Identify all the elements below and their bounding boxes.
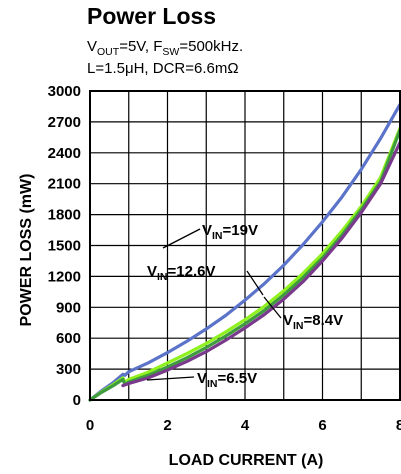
leader-line-19v: [162, 228, 201, 249]
tick-labels: 0 2 4 6 8 0 300 600 900 1200 1500 1800 2100 2400 2700 3…: [48, 83, 401, 434]
y-tick-label: 300: [56, 361, 81, 378]
x-tick-label: 0: [86, 417, 94, 434]
chart-title: Power Loss: [87, 3, 216, 29]
annotation-vin-8-4v-val: =8.4V: [304, 312, 344, 329]
subtitle-mid: =5V, F: [119, 38, 162, 55]
annotation-vin-12-6v-val: =12.6V: [168, 263, 216, 280]
series-group: [88, 102, 401, 402]
leader-line-8-4v: [263, 296, 282, 319]
chart-subtitle-line1: VOUT=5V, FSW=500kHz.: [87, 38, 243, 58]
x-tick-label: 4: [241, 417, 250, 434]
y-tick-label: 3000: [48, 83, 81, 100]
annotations: VIN=19V VIN=12.6V VIN=8.4V VIN=6.5V: [146, 222, 343, 390]
subtitle-fsw-sub: SW: [162, 46, 179, 58]
plot-frame: [89, 90, 401, 401]
y-tick-label: 900: [56, 299, 81, 316]
x-axis-label: LOAD CURRENT (A): [169, 452, 324, 469]
x-tick-label: 6: [318, 417, 326, 434]
annotation-vin-19v: VIN=19V: [202, 222, 258, 242]
annotation-vin-6-5v-sub: IN: [207, 378, 218, 390]
y-axis-label: POWER LOSS (mW): [18, 174, 35, 327]
y-tick-label: 2700: [48, 114, 81, 131]
y-tick-label: 2400: [48, 145, 81, 162]
leader-line-6-5v: [146, 376, 195, 381]
x-tick-label: 8: [396, 417, 401, 434]
x-tick-label: 2: [163, 417, 171, 434]
annotation-vin-6-5v: VIN=6.5V: [197, 370, 257, 390]
grid: [90, 91, 400, 400]
y-tick-label: 0: [73, 392, 81, 409]
annotation-vin-8-4v: VIN=8.4V: [283, 312, 343, 332]
annotation-vin-19v-val: =19V: [223, 222, 258, 239]
annotation-vin-12-6v-v: V: [147, 263, 157, 280]
annotation-vin-8-4v-v: V: [283, 312, 293, 329]
chart-subtitle-line2: L=1.5μH, DCR=6.6mΩ: [87, 60, 239, 77]
y-tick-label: 1200: [48, 268, 81, 285]
subtitle-end: =500kHz.: [179, 38, 243, 55]
annotation-vin-6-5v-v: V: [197, 370, 207, 387]
subtitle-vout-sub: OUT: [97, 46, 120, 58]
series-line-3: [121, 140, 401, 388]
y-tick-label: 1500: [48, 238, 81, 255]
annotation-vin-8-4v-sub: IN: [293, 320, 304, 332]
y-tick-label: 2100: [48, 176, 81, 193]
annotation-vin-12-6v-sub: IN: [157, 271, 168, 283]
annotation-vin-6-5v-val: =6.5V: [218, 370, 258, 387]
leader-line-12-6v: [246, 270, 264, 296]
annotation-vin-12-6v: VIN=12.6V: [147, 263, 215, 283]
series-line-2: [88, 128, 401, 402]
series-line-0: [88, 102, 401, 402]
annotation-vin-19v-v: V: [202, 222, 212, 239]
plot-border: [89, 90, 401, 401]
y-tick-label: 1800: [48, 207, 81, 224]
y-tick-label: 600: [56, 330, 81, 347]
subtitle-vout-v: V: [87, 38, 97, 55]
annotation-vin-19v-sub: IN: [212, 230, 223, 242]
